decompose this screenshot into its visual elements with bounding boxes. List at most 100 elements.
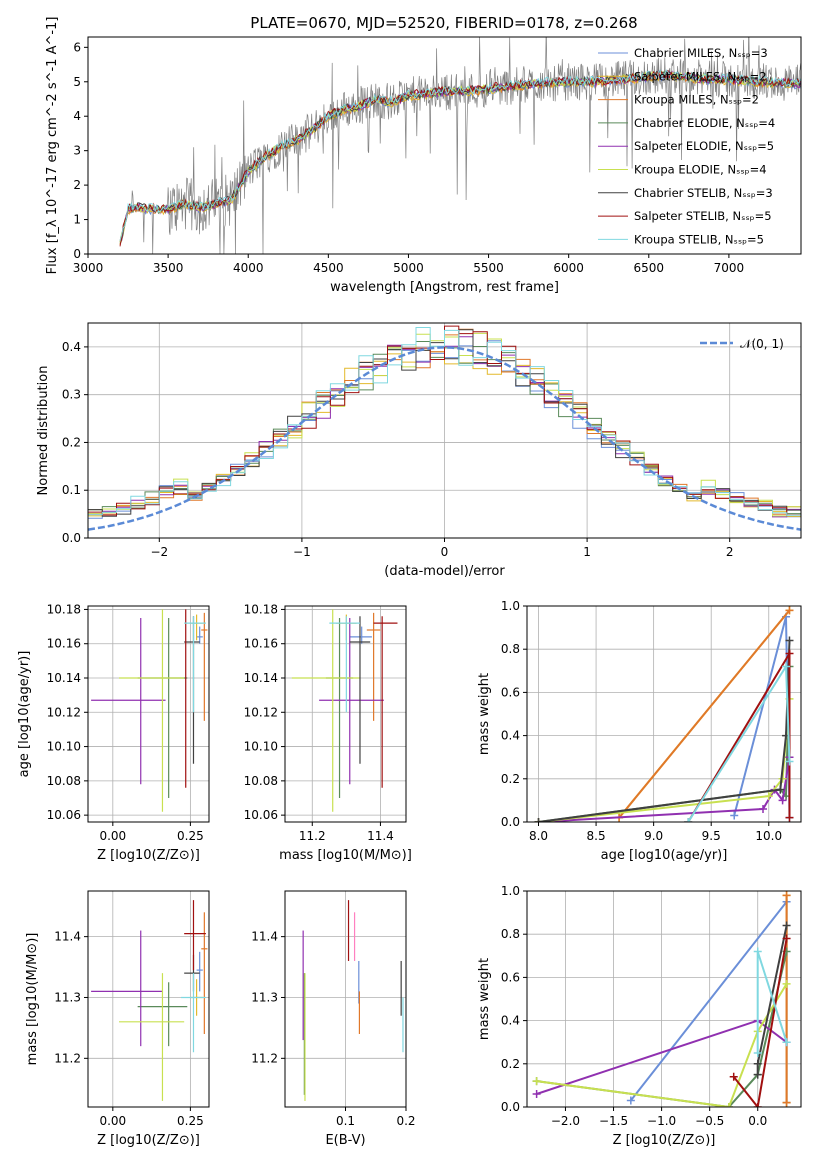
- model-spectrum-line: [119, 69, 801, 241]
- x-tick-label: 9.5: [702, 829, 721, 843]
- x-tick-label: 0.0: [748, 1114, 767, 1128]
- x-axis-label: age [log10(age/yr)]: [601, 848, 728, 863]
- x-tick-label: 0.25: [177, 829, 204, 843]
- y-tick-label: 0.2: [62, 435, 81, 449]
- x-tick-label: 3500: [153, 261, 184, 275]
- normal-distribution-curve: [88, 346, 801, 531]
- panel-spectrum: 3000 3500 4000 4500 5000 5500 6000 6500 7000 0 1 2 3…: [45, 17, 802, 295]
- point-marker: [534, 818, 543, 822]
- x-tick-label: 0.2: [396, 1114, 415, 1128]
- point-marker: [532, 1090, 541, 1099]
- panel-mass-weight-vs-Z: −2.0 −1.5 −1.0 −0.5 0.0 0.0 0.2 0.4 0.6 0.8 1.0 Z […: [477, 884, 802, 1148]
- point-marker: [782, 662, 791, 671]
- y-tick-label: 11.2: [251, 1051, 278, 1065]
- point-marker: [684, 818, 693, 822]
- y-tick-label: 0.4: [501, 729, 520, 743]
- y-tick-label: 10.12: [47, 705, 81, 719]
- x-tick-label: −2.0: [551, 1114, 580, 1128]
- x-axis-label: E(B-V): [325, 1133, 365, 1148]
- mass-weight-line: [536, 983, 788, 1107]
- y-tick-label: 10.06: [47, 808, 81, 822]
- axes-frame: [87, 322, 802, 539]
- y-tick-label: 10.10: [244, 740, 278, 754]
- x-tick-label: 0.00: [99, 1114, 126, 1128]
- y-tick-label: 2: [73, 178, 81, 192]
- y-tick-label: 0.3: [62, 388, 81, 402]
- x-tick-label: −1: [293, 545, 311, 559]
- point-marker: [626, 1096, 635, 1105]
- x-tick-label: −1.5: [599, 1114, 628, 1128]
- y-tick-label: 1.0: [501, 599, 520, 613]
- y-tick-label: 10.12: [244, 705, 278, 719]
- x-tick-label: 5500: [473, 261, 504, 275]
- y-tick-label: 0.6: [501, 970, 520, 984]
- x-tick-label: 6500: [634, 261, 665, 275]
- legend-entry: Salpeter ELODIE, Nₛₛₚ=5: [634, 139, 774, 153]
- point-marker: [785, 757, 794, 766]
- axes-frame: [87, 605, 210, 823]
- axes-frame: [87, 890, 210, 1108]
- x-tick-label: 6000: [553, 261, 584, 275]
- point-marker: [759, 805, 768, 814]
- y-tick-label: 10.14: [47, 671, 81, 685]
- mass-weight-line: [538, 640, 791, 822]
- y-axis-label: Normed distribution: [36, 366, 51, 496]
- point-marker: [753, 1070, 762, 1079]
- point-marker: [753, 1059, 762, 1068]
- y-tick-label: 5: [73, 75, 81, 89]
- x-axis-label: wavelength [Angstrom, rest frame]: [330, 280, 559, 295]
- x-tick-label: 11.4: [367, 829, 394, 843]
- point-marker: [782, 934, 791, 943]
- y-tick-label: 0.0: [62, 531, 81, 545]
- plot-area: [532, 891, 791, 1107]
- panel-mass-vs-Z: 0.00 0.25 11.2 11.3 11.4 Z [log10(Z/Z⊙)] mass …: [25, 890, 210, 1148]
- y-tick-label: 1: [73, 213, 81, 227]
- y-axis-label: mass weight: [477, 958, 492, 1040]
- x-tick-label: 4500: [313, 261, 344, 275]
- plot-area: [291, 609, 398, 812]
- x-tick-label: 0.00: [99, 829, 126, 843]
- y-tick-label: 10.16: [244, 637, 278, 651]
- point-marker: [753, 1103, 762, 1107]
- y-tick-label: 10.08: [47, 774, 81, 788]
- legend-entry: Kroupa MILES, Nₛₛₚ=2: [634, 93, 759, 107]
- x-tick-label: −2: [150, 545, 168, 559]
- point-marker: [764, 792, 773, 801]
- point-marker: [724, 1103, 733, 1107]
- x-axis-label: (data-model)/error: [384, 564, 505, 579]
- point-marker: [782, 891, 791, 900]
- y-tick-label: 10.16: [47, 637, 81, 651]
- y-tick-label: 10.10: [47, 740, 81, 754]
- x-axis-label: Z [log10(Z/Z⊙)]: [613, 1133, 716, 1148]
- mass-weight-line: [538, 757, 791, 822]
- y-tick-label: 10.06: [244, 808, 278, 822]
- legend-entry: Chabrier ELODIE, Nₛₛₚ=4: [634, 116, 775, 130]
- x-tick-label: 0.25: [177, 1114, 204, 1128]
- figure-title: PLATE=0670, MJD=52520, FIBERID=0178, z=0…: [250, 14, 637, 32]
- legend-entry: Kroupa ELODIE, Nₛₛₚ=4: [634, 163, 767, 177]
- x-axis-label: Z [log10(Z/Z⊙)]: [97, 1133, 200, 1148]
- plot-area: [91, 609, 208, 812]
- histogram-step-line: [88, 327, 801, 516]
- y-tick-label: 0.2: [501, 772, 520, 786]
- y-tick-label: 0.0: [501, 815, 520, 829]
- axes-frame: [526, 605, 802, 823]
- legend-entry: Salpeter MILES, Nₛₛₚ=2: [634, 69, 767, 83]
- x-tick-label: 0: [441, 545, 449, 559]
- point-marker: [730, 811, 739, 820]
- point-marker: [778, 796, 787, 805]
- y-tick-label: 4: [73, 109, 81, 123]
- x-axis-label: mass [log10(M/M⊙)]: [279, 848, 412, 863]
- y-axis-label: mass [log10(M/M⊙)]: [25, 933, 40, 1066]
- axes-frame: [284, 890, 407, 1108]
- y-tick-label: 0.4: [62, 340, 81, 354]
- x-tick-label: 7000: [714, 261, 745, 275]
- x-axis-label: Z [log10(Z/Z⊙)]: [97, 848, 200, 863]
- x-tick-label: −1.0: [647, 1114, 676, 1128]
- point-marker: [785, 649, 794, 658]
- y-tick-label: 0.0: [501, 1100, 520, 1114]
- legend-entry: 𝒩(0, 1): [740, 337, 784, 351]
- point-marker: [753, 1049, 762, 1057]
- plot-area: [91, 900, 208, 1101]
- legend-entry: Kroupa STELIB, Nₛₛₚ=5: [634, 232, 764, 246]
